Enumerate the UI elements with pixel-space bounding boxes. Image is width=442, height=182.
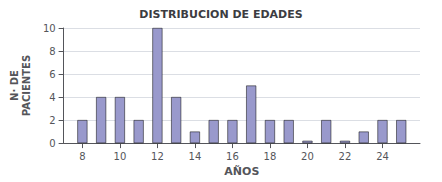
svg-text:PACIENTES: PACIENTES [21,55,32,116]
svg-text:N· DE: N· DE [9,70,20,101]
svg-text:18: 18 [264,151,277,162]
svg-text:DISTRIBUCION DE EDADES: DISTRIBUCION DE EDADES [139,8,302,21]
svg-text:20: 20 [301,151,314,162]
svg-text:6: 6 [49,69,55,80]
svg-text:4: 4 [49,92,55,103]
svg-text:10: 10 [114,151,127,162]
svg-text:12: 12 [151,151,164,162]
svg-text:0: 0 [49,138,55,149]
svg-text:24: 24 [376,151,389,162]
svg-text:8: 8 [49,46,55,57]
svg-text:8: 8 [79,151,85,162]
svg-text:10: 10 [43,23,56,34]
svg-text:22: 22 [339,151,352,162]
svg-text:AÑOS: AÑOS [224,165,259,178]
svg-text:2: 2 [49,115,55,126]
svg-text:14: 14 [189,151,202,162]
svg-text:16: 16 [226,151,239,162]
